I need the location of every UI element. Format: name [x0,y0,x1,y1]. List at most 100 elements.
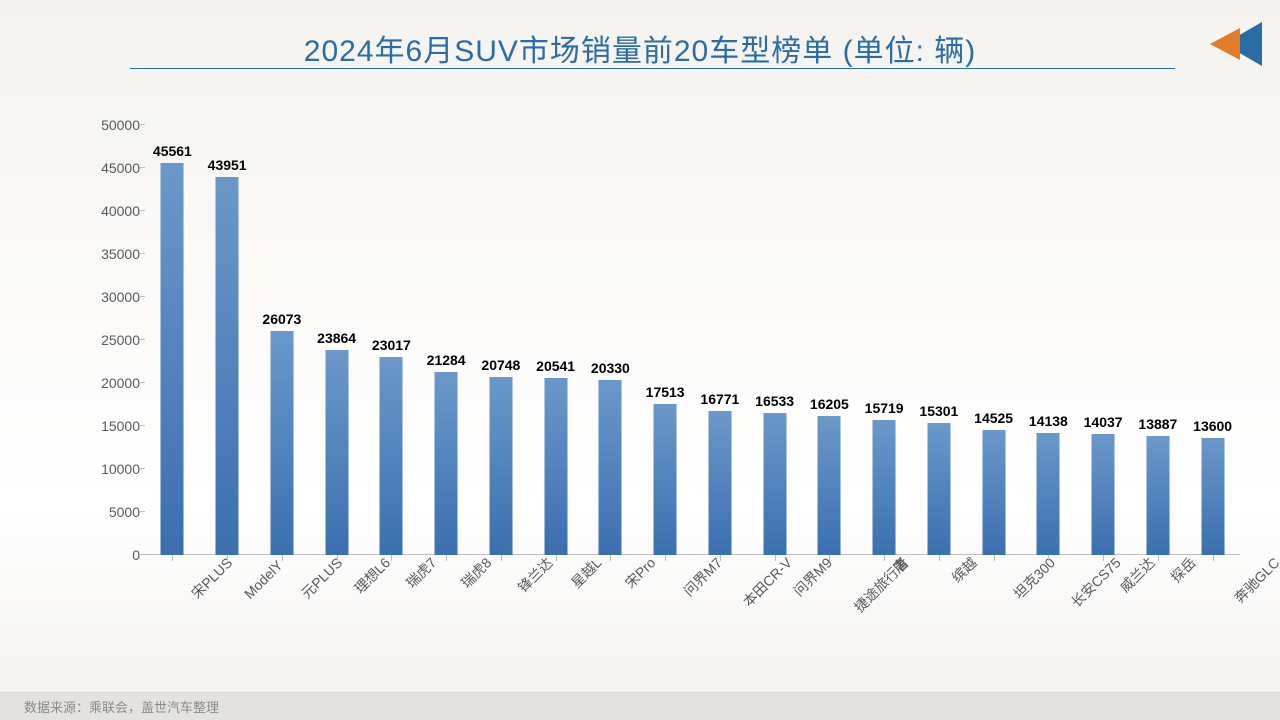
bar-slot: 26073元PLUS [255,125,310,555]
bar-value-label: 45561 [153,143,192,159]
bar-slot: 13600奔驰GLC [1185,125,1240,555]
bar-value-label: 43951 [208,157,247,173]
bar-slot: 13887探岳 [1131,125,1186,555]
bar [270,331,293,555]
bar [1037,433,1060,555]
x-category-label: 元PLUS [297,553,347,603]
plot-area: 0500010000150002000025000300003500040000… [145,125,1240,555]
x-tick-mark [610,555,611,561]
y-tick-label: 45000 [90,161,140,175]
x-tick-mark [1158,555,1159,561]
bar [380,357,403,555]
x-tick-mark [884,555,885,561]
bar [654,404,677,555]
bar [599,380,622,555]
x-category-label: 本田CR-V [738,553,796,611]
x-tick-mark [720,555,721,561]
bar-slot: 16205捷途旅行者 [802,125,857,555]
bar [544,378,567,555]
x-category-label: 探岳 [1166,553,1200,587]
x-tick-mark [172,555,173,561]
bar-slot: 20541星越L [528,125,583,555]
bar-slot: 15719唐 [857,125,912,555]
x-tick-mark [994,555,995,561]
x-category-label: 瑞虎8 [457,553,496,592]
bar-value-label: 13600 [1193,418,1232,434]
bar-slot: 14525坦克300 [966,125,1021,555]
y-tick-label: 35000 [90,247,140,261]
bar [161,163,184,555]
bar-slot: 45561宋PLUS [145,125,200,555]
bar-chart: 0500010000150002000025000300003500040000… [90,110,1240,650]
bar-value-label: 20541 [536,358,575,374]
bar-slot: 21284瑞虎8 [419,125,474,555]
x-category-label: 瑞虎7 [402,553,441,592]
x-tick-mark [337,555,338,561]
bar-value-label: 14525 [974,410,1013,426]
logo-icon [1206,22,1262,66]
bar-value-label: 26073 [262,311,301,327]
x-tick-mark [665,555,666,561]
bar-slot: 14138长安CS75 [1021,125,1076,555]
chart-title: 2024年6月SUV市场销量前20车型榜单 (单位: 辆) [0,26,1280,70]
bar [818,416,841,555]
x-tick-mark [391,555,392,561]
y-tick-label: 50000 [90,118,140,132]
x-tick-mark [556,555,557,561]
bar-value-label: 16205 [810,396,849,412]
y-tick-label: 25000 [90,333,140,347]
y-tick-label: 20000 [90,376,140,390]
x-category-label: 锋兰达 [513,553,557,597]
bar [435,372,458,555]
bar-value-label: 20748 [481,357,520,373]
bar-slot: 16533问界M9 [747,125,802,555]
bar-value-label: 14138 [1029,413,1068,429]
x-tick-mark [1213,555,1214,561]
bar [927,423,950,555]
x-tick-mark [282,555,283,561]
x-tick-mark [446,555,447,561]
bar-value-label: 15301 [919,403,958,419]
x-category-label: 威兰达 [1115,553,1159,597]
bar-value-label: 14037 [1084,414,1123,430]
y-tick-label: 30000 [90,290,140,304]
bar-value-label: 21284 [427,352,466,368]
bar-value-label: 17513 [646,384,685,400]
x-tick-mark [829,555,830,561]
bar-value-label: 15719 [865,400,904,416]
x-category-label: 奔驰GLC [1229,553,1280,607]
bar-slot: 43951ModelY [200,125,255,555]
bar-value-label: 16771 [700,391,739,407]
y-tick-label: 15000 [90,419,140,433]
bar-slot: 15301缤越 [912,125,967,555]
bar-slot: 14037威兰达 [1076,125,1131,555]
bar-slot: 20748锋兰达 [474,125,529,555]
y-tick-label: 0 [90,548,140,562]
x-category-label: 坦克300 [1009,553,1059,603]
bar-value-label: 23864 [317,330,356,346]
x-category-label: 缤越 [947,553,981,587]
y-tick-label: 5000 [90,505,140,519]
bar [763,413,786,555]
x-tick-mark [501,555,502,561]
footer-bar: 数据来源：乘联会，盖世汽车整理 [0,692,1280,720]
bar-value-label: 20330 [591,360,630,376]
bar-slot: 16771本田CR-V [693,125,748,555]
x-category-label: 理想L6 [349,553,394,598]
x-tick-mark [775,555,776,561]
x-tick-mark [939,555,940,561]
bar [1201,438,1224,555]
bar-slot: 23864理想L6 [309,125,364,555]
bar-slot: 23017瑞虎7 [364,125,419,555]
bar [873,420,896,555]
x-tick-mark [1048,555,1049,561]
bar-slot: 17513问界M7 [638,125,693,555]
x-tick-mark [1103,555,1104,561]
y-tick-label: 40000 [90,204,140,218]
bar-value-label: 16533 [755,393,794,409]
bar [325,350,348,555]
bar [216,177,239,555]
x-tick-mark [227,555,228,561]
bar [982,430,1005,555]
title-underline [130,68,1175,69]
